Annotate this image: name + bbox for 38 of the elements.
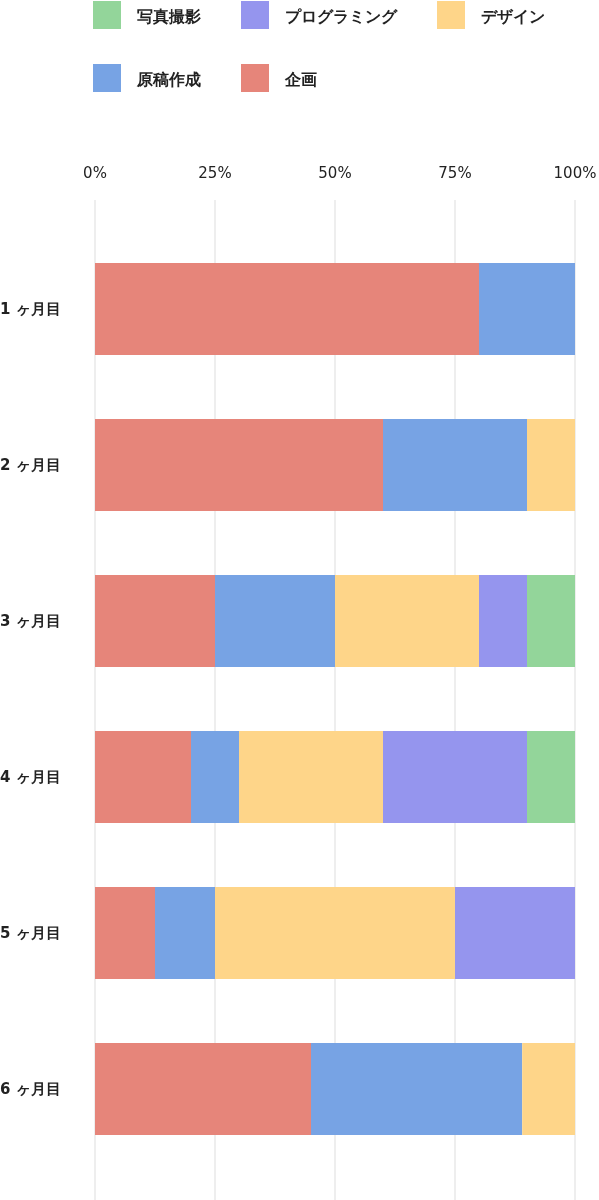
y-tick-label: 2 ヶ月目 — [0, 456, 61, 474]
legend-label: 原稿作成 — [136, 70, 201, 89]
bar — [383, 731, 527, 823]
bar — [95, 419, 383, 511]
y-tick-label: 1 ヶ月目 — [0, 300, 61, 318]
y-tick-label: 4 ヶ月目 — [0, 768, 61, 786]
bar — [383, 419, 527, 511]
legend-label: デザイン — [481, 7, 545, 26]
bar — [527, 575, 575, 667]
bar — [95, 731, 191, 823]
bar — [335, 575, 479, 667]
bar — [191, 731, 239, 823]
bar — [95, 1043, 311, 1135]
y-tick-label: 6 ヶ月目 — [0, 1080, 61, 1098]
x-tick-label: 100% — [553, 164, 597, 182]
bar — [95, 575, 215, 667]
y-tick-label: 3 ヶ月目 — [0, 612, 61, 630]
bar — [215, 887, 455, 979]
bar — [311, 1043, 523, 1135]
bar — [455, 887, 575, 979]
bar — [155, 887, 215, 979]
legend-label: 企画 — [284, 70, 317, 89]
bar — [527, 419, 575, 511]
x-tick-label: 25% — [198, 164, 232, 182]
legend-label: 写真撮影 — [137, 7, 201, 26]
bar — [95, 887, 155, 979]
bar — [95, 263, 479, 355]
bar — [215, 575, 335, 667]
bar — [239, 731, 383, 823]
x-tick-label: 0% — [83, 164, 107, 182]
bar — [479, 575, 527, 667]
bar — [522, 1043, 575, 1135]
bar — [479, 263, 575, 355]
x-tick-label: 50% — [318, 164, 352, 182]
legend-label: プログラミング — [285, 7, 398, 26]
x-tick-label: 75% — [438, 164, 472, 182]
y-tick-label: 5 ヶ月目 — [0, 924, 61, 942]
bar — [527, 731, 575, 823]
